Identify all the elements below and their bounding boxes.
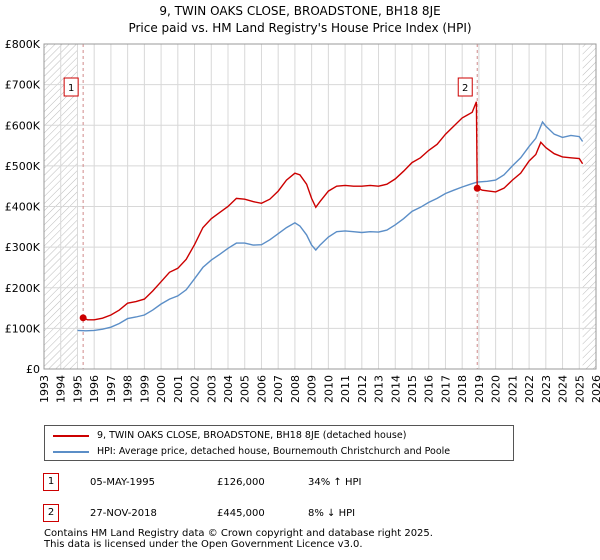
x-tick-label: 2002 [189,375,202,403]
y-tick-label: £800K [5,38,41,51]
y-tick-label: £600K [5,119,41,132]
annotation-label: 2 [462,83,468,94]
x-tick-label: 1994 [55,375,68,403]
x-tick-label: 1999 [138,375,151,403]
x-tick-label: 2000 [155,375,168,403]
x-tick-label: 2009 [306,375,319,403]
x-tick-label: 2004 [222,375,235,403]
legend-label-hpi: HPI: Average price, detached house, Bour… [97,446,451,457]
x-tick-label: 2026 [590,375,600,403]
x-tick-label: 2015 [406,375,419,403]
legend-swatch-hpi [53,450,89,453]
legend-item-price: 9, TWIN OAKS CLOSE, BROADSTONE, BH18 8JE… [53,428,406,444]
annotation-label: 1 [68,83,74,94]
footer-copyright: Contains HM Land Registry data © Crown c… [44,528,433,539]
chart-title: 9, TWIN OAKS CLOSE, BROADSTONE, BH18 8JE [159,4,440,18]
x-tick-label: 1998 [122,375,135,403]
x-tick-label: 2010 [322,375,335,403]
x-tick-label: 2018 [456,375,469,403]
y-tick-label: £500K [5,160,41,173]
x-tick-label: 2013 [373,375,386,403]
x-tick-label: 2019 [473,375,486,403]
x-tick-label: 2017 [439,375,452,403]
legend-item-hpi: HPI: Average price, detached house, Bour… [53,444,450,460]
x-tick-label: 2020 [490,375,503,403]
price-paid-line [82,101,584,321]
x-tick-label: 2023 [540,375,553,403]
sale-point [473,184,481,192]
hpi-line [77,120,584,332]
y-tick-label: £200K [5,282,41,295]
x-tick-label: 1997 [105,375,118,403]
x-tick-label: 2024 [557,375,570,403]
x-tick-label: 2025 [573,375,586,403]
transaction-badge: 2 [43,504,59,522]
x-tick-label: 2021 [506,375,519,403]
x-tick-label: 2011 [339,375,352,403]
y-tick-label: £300K [5,241,41,254]
transaction-hpi: 8% ↓ HPI [308,508,356,519]
x-tick-label: 2012 [356,375,369,403]
annotation-box [457,77,473,97]
plot-frame [43,43,597,370]
x-tick-label: 2006 [255,375,268,403]
x-tick-label: 2001 [172,375,185,403]
transaction-date: 27-NOV-2018 [90,508,157,519]
transaction-badge: 1 [43,473,59,491]
x-tick-label: 2014 [389,375,402,403]
sale-point [79,314,87,322]
annotation-box [63,77,79,97]
x-tick-label: 2007 [272,375,285,403]
footer-licence: This data is licensed under the Open Gov… [44,539,363,550]
x-tick-label: 2008 [289,375,302,403]
transaction-date: 05-MAY-1995 [90,477,156,488]
legend-label-price: 9, TWIN OAKS CLOSE, BROADSTONE, BH18 8JE… [97,430,407,441]
chart-subtitle: Price paid vs. HM Land Registry's House … [128,21,471,35]
legend: 9, TWIN OAKS CLOSE, BROADSTONE, BH18 8JE… [44,425,514,461]
y-tick-label: £0 [26,363,40,376]
transaction-price: £126,000 [217,477,265,488]
y-tick-label: £400K [5,201,41,214]
transaction-hpi: 34% ↑ HPI [308,477,362,488]
x-tick-label: 1993 [38,375,51,403]
transaction-price: £445,000 [217,508,265,519]
y-tick-label: £700K [5,79,41,92]
price-chart: 9, TWIN OAKS CLOSE, BROADSTONE, BH18 8JE… [5,4,600,403]
x-tick-label: 2005 [239,375,252,403]
footer: Contains HM Land Registry data © Crown c… [44,528,564,550]
x-tick-label: 2022 [523,375,536,403]
legend-swatch-price [53,434,89,437]
x-tick-label: 2003 [205,375,218,403]
plot-area: 1993 1994 1995 1996 1997 1998 1999 2000 2001 2002… [5,38,600,403]
x-tick-label: 2016 [423,375,436,403]
x-tick-label: 1995 [71,375,84,403]
y-tick-label: £100K [5,322,41,335]
x-tick-label: 1996 [88,375,101,403]
